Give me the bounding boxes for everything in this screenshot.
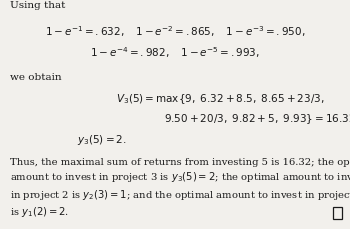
- Text: $1 - e^{-1} = .632, \quad 1 - e^{-2} = .865, \quad 1 - e^{-3} = .950,$: $1 - e^{-1} = .632, \quad 1 - e^{-2} = .…: [45, 24, 305, 39]
- Text: amount to invest in project 3 is $y_3(5) = 2$; the optimal amount to invest: amount to invest in project 3 is $y_3(5)…: [10, 170, 350, 184]
- Text: is $y_1(2) = 2$.: is $y_1(2) = 2$.: [10, 205, 70, 219]
- Text: $9.50 + 20/3,\ 9.82 + 5,\ 9.93\} = 16.32,$: $9.50 + 20/3,\ 9.82 + 5,\ 9.93\} = 16.32…: [164, 112, 350, 126]
- Text: we obtain: we obtain: [10, 74, 62, 82]
- Text: Thus, the maximal sum of returns from investing 5 is 16.32; the optimal: Thus, the maximal sum of returns from in…: [10, 158, 350, 167]
- Text: Using that: Using that: [10, 1, 66, 10]
- Bar: [332, 207, 342, 219]
- Text: in project 2 is $y_2(3) = 1$; and the optimal amount to invest in project 1: in project 2 is $y_2(3) = 1$; and the op…: [10, 188, 350, 202]
- Text: $1 - e^{-4} = .982, \quad 1 - e^{-5} = .993,$: $1 - e^{-4} = .982, \quad 1 - e^{-5} = .…: [90, 45, 260, 60]
- Text: $y_3(5) = 2.$: $y_3(5) = 2.$: [77, 133, 127, 147]
- Text: $V_3(5) = \max\{9,\ 6.32 + 8.5,\ 8.65 + 23/3,$: $V_3(5) = \max\{9,\ 6.32 + 8.5,\ 8.65 + …: [116, 93, 324, 106]
